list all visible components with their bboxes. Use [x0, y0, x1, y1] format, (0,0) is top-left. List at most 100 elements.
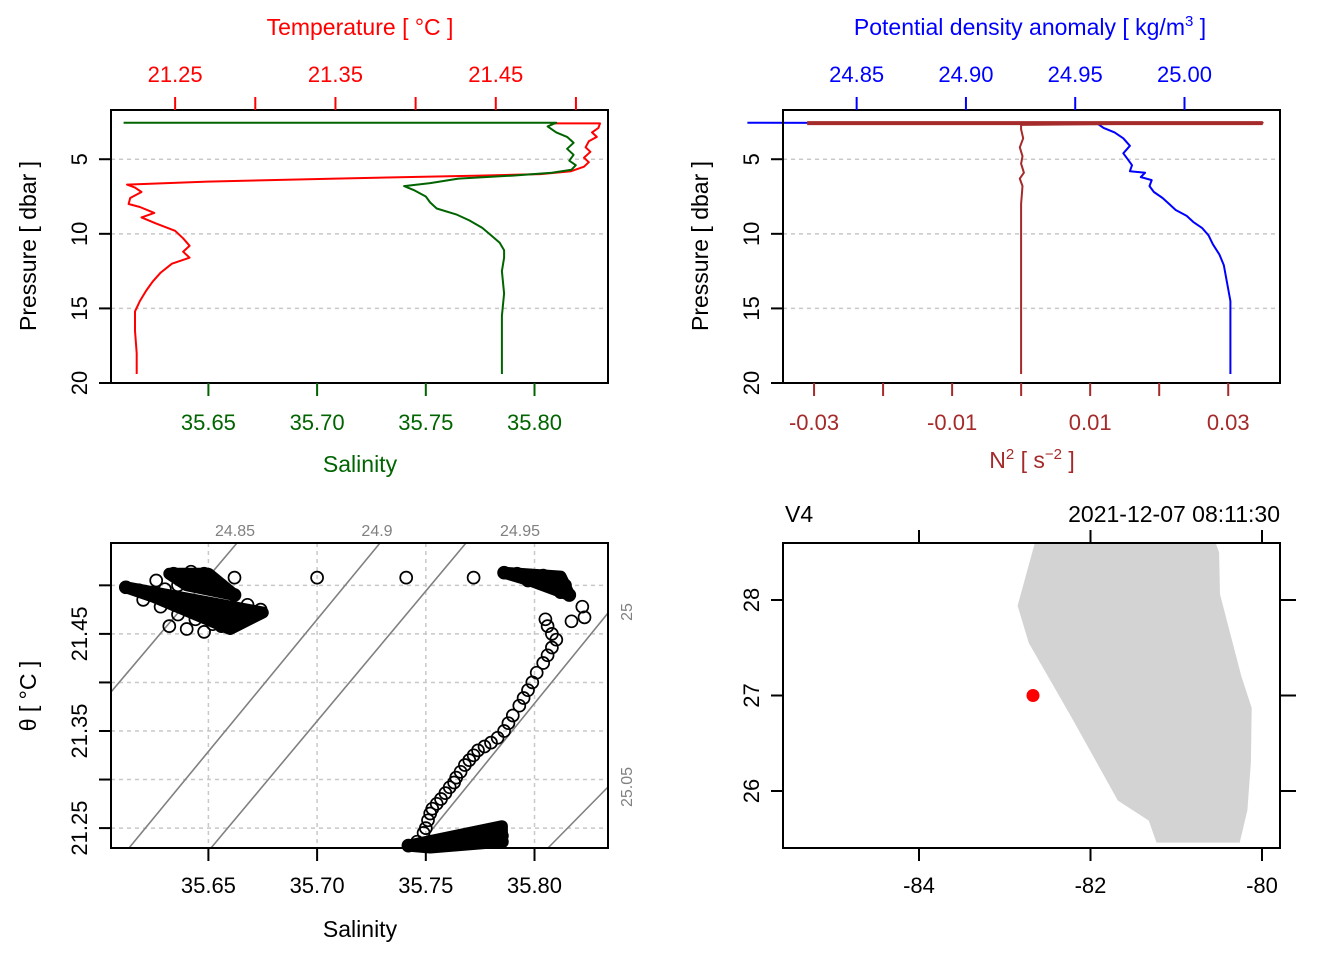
p1-lines: [123, 121, 601, 374]
ts-point: [521, 683, 535, 698]
pressure-tick-label: 10: [67, 222, 92, 246]
ts-point: [429, 796, 444, 811]
isopycnal-line: [210, 542, 467, 849]
salinity-tick-label: 35.75: [398, 410, 453, 435]
temperature-tick-label: 21.25: [148, 62, 203, 87]
n2-title-n: N: [989, 447, 1006, 473]
pressure-tick-label: 5: [739, 153, 764, 165]
n2-axis-title: N2 [ s−2 ]: [989, 446, 1075, 473]
density-line: [747, 121, 1232, 374]
salinity-tick-label: 35.80: [507, 410, 562, 435]
ts-point: [577, 610, 592, 625]
isopycnal-line: [128, 542, 381, 849]
p1-frame: [110, 109, 609, 384]
ts-xtick-label: 35.75: [398, 873, 453, 898]
ts-xlabel: Salinity: [323, 916, 398, 942]
density-title-main: Potential density anomaly [ kg/m: [854, 14, 1185, 40]
ts-point: [466, 748, 481, 763]
station-map-panel: V4 2021-12-07 08:11:30 -84 -82 -80 26 27 28: [739, 501, 1296, 898]
density-tick-label: 24.85: [829, 62, 884, 87]
temperature-line: [126, 122, 601, 374]
p4-axes: -84 -82 -80 26 27 28: [739, 530, 1296, 898]
density-n2-profile-panel: Potential density anomaly [ kg/m3 ] N2 […: [687, 13, 1281, 473]
ts-point: [505, 708, 520, 723]
isopycnal-label: 24.9: [361, 523, 392, 540]
ts-point: [162, 619, 177, 633]
isopycnal-label: 24.85: [215, 523, 255, 540]
station-marker: [1026, 689, 1040, 702]
salinity-tick-label: 35.70: [290, 410, 345, 435]
ts-point: [310, 570, 324, 585]
ts-point: [538, 612, 553, 627]
ts-point: [462, 753, 477, 767]
n2-title-end: ]: [1062, 447, 1075, 473]
ts-point: [227, 570, 242, 585]
ts-xtick-label: 35.80: [507, 873, 562, 898]
map-station-name: V4: [785, 501, 813, 527]
ts-point: [540, 648, 555, 663]
isopycnal-line: [416, 612, 609, 849]
density-title-end: ]: [1193, 14, 1206, 40]
lon-tick-label: -84: [903, 873, 935, 898]
ts-point: [540, 619, 555, 633]
ts-point: [512, 698, 527, 713]
pressure-tick-label: 10: [739, 222, 764, 246]
ts-point-cluster: [119, 581, 269, 635]
pressure-tick-label: 20: [67, 371, 92, 395]
ts-point-cluster: [498, 566, 576, 601]
isopycnal-line: [110, 542, 238, 693]
salinity-axis-title: Salinity: [323, 451, 398, 477]
ts-point: [525, 675, 540, 690]
ts-point: [564, 614, 579, 629]
density-tick-label: 25.00: [1157, 62, 1212, 87]
n2-title-mid: [ s: [1014, 447, 1045, 473]
ts-point: [471, 743, 485, 758]
lon-tick-label: -80: [1246, 873, 1278, 898]
ts-xtick-label: 35.65: [181, 873, 236, 898]
ts-diagram-panel: Salinity θ [ °C ] 24.85 24.9 24.952525.05 …: [15, 523, 636, 942]
p1-axes: 5 10 15 20 21.25 21.35 21.45 35.65 35.70 35.75 35.…: [67, 62, 577, 435]
ts-xtick-label: 35.70: [290, 873, 345, 898]
p2-lines: [747, 121, 1264, 374]
density-axis-title: Potential density anomaly [ kg/m3 ]: [854, 13, 1206, 40]
lat-tick-label: 27: [739, 683, 764, 707]
n2-tick-label: 0.01: [1069, 410, 1112, 435]
density-tick-label: 24.90: [938, 62, 993, 87]
ts-point: [536, 656, 551, 670]
ts-point: [447, 775, 461, 790]
ts-point: [149, 573, 164, 588]
ts-point: [421, 813, 435, 828]
ts-point: [466, 570, 481, 585]
p3-points: [118, 564, 592, 854]
isopycnal-label: 25.05: [619, 767, 636, 807]
ts-point: [179, 622, 194, 636]
lat-tick-label: 28: [739, 588, 764, 612]
ts-point: [516, 691, 531, 705]
pressure-tick-label: 15: [67, 296, 92, 320]
p2-axes: 5 10 15 20 24.85 24.90 24.95 25.00 -0.03 -0.01 0.0…: [739, 62, 1250, 435]
ts-point: [399, 570, 414, 585]
n2-title-sup2: −2: [1045, 446, 1062, 463]
density-title-sup: 3: [1185, 13, 1193, 30]
pressure-axis-title: Pressure [ dbar ]: [15, 161, 41, 331]
ts-point: [434, 792, 448, 806]
ts-ytick-label: 21.45: [67, 606, 92, 661]
ts-point: [549, 632, 564, 647]
temperature-axis-title: Temperature [ °C ]: [267, 14, 454, 40]
ts-ylabel: θ [ °C ]: [15, 661, 41, 732]
n2-tick-label: 0.03: [1207, 410, 1250, 435]
lat-tick-label: 26: [739, 779, 764, 803]
p4-map: [1017, 543, 1252, 843]
ts-point: [197, 625, 211, 639]
temperature-tick-label: 21.45: [468, 62, 523, 87]
n2-line: [807, 121, 1264, 374]
n2-title-sup: 2: [1006, 446, 1014, 463]
pressure-tick-label: 20: [739, 371, 764, 395]
ts-point: [545, 640, 559, 655]
pressure-tick-label: 15: [739, 296, 764, 320]
ts-ytick-label: 21.25: [67, 801, 92, 856]
ts-point-cluster: [163, 567, 241, 601]
lon-tick-label: -82: [1075, 873, 1107, 898]
pressure-axis-title-2: Pressure [ dbar ]: [687, 161, 713, 331]
